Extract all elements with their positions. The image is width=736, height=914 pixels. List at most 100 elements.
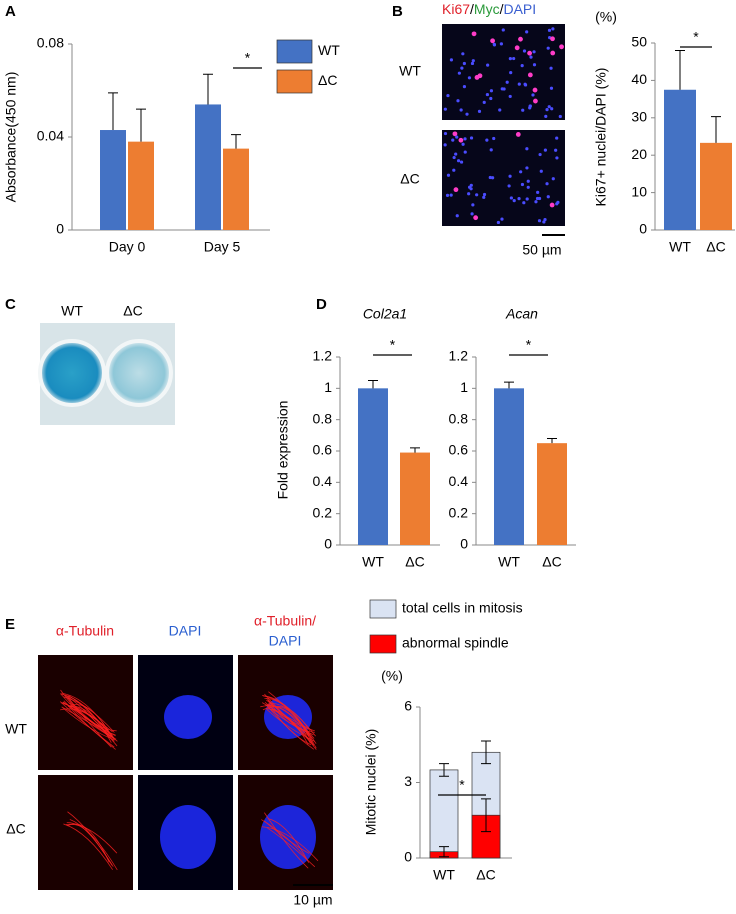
nucleus	[492, 136, 496, 141]
y-tick-label: 10	[631, 183, 647, 199]
nucleus	[446, 173, 451, 177]
nucleus	[555, 156, 559, 160]
nucleus	[482, 192, 487, 197]
nucleus	[489, 148, 493, 152]
legend-label: ΔC	[318, 72, 337, 88]
spindle	[61, 692, 114, 738]
column-label: α-Tubulin/	[254, 613, 316, 629]
dapi	[160, 805, 216, 869]
nucleus	[454, 152, 458, 156]
nucleus	[549, 66, 553, 70]
nucleus	[482, 100, 486, 104]
nucleus	[550, 36, 555, 42]
y-tick-label: 1.2	[449, 348, 469, 364]
nucleus	[460, 66, 464, 70]
column-label: ΔC	[123, 303, 142, 319]
spindle	[68, 695, 110, 735]
nucleus	[498, 108, 502, 112]
nucleus	[531, 93, 535, 97]
nucleus	[508, 57, 512, 61]
nucleus	[555, 136, 559, 140]
bar	[494, 388, 524, 545]
spindle	[266, 827, 316, 868]
bar	[537, 443, 567, 545]
nucleus	[471, 31, 477, 37]
scale-label: 10 µm	[293, 892, 332, 908]
y-tick-label: 0.6	[449, 442, 469, 458]
nucleus	[456, 159, 461, 163]
y-tick-label: 0	[324, 536, 332, 552]
nucleus	[526, 185, 530, 189]
legend-swatch	[369, 599, 397, 619]
nucleus	[537, 219, 542, 223]
bar	[358, 388, 388, 545]
error-bar	[439, 846, 449, 858]
legend-swatch	[276, 39, 313, 64]
nucleus	[518, 36, 523, 42]
bar	[664, 89, 696, 230]
spindle	[261, 819, 309, 862]
dish	[105, 339, 173, 407]
nucleus	[525, 147, 529, 151]
nucleus	[529, 55, 533, 59]
nucleus	[550, 50, 556, 56]
nucleus	[532, 50, 536, 54]
nucleus	[491, 176, 495, 180]
spindle	[267, 705, 311, 731]
nucleus	[500, 217, 504, 221]
error-bar	[547, 437, 557, 444]
nucleus	[488, 175, 492, 180]
y-tick-label: 0.2	[449, 504, 469, 520]
nucleus	[461, 52, 465, 56]
bar	[223, 148, 249, 230]
legend-label: abnormal spindle	[402, 635, 509, 651]
y-tick-label: 0.6	[313, 442, 333, 458]
nucleus	[500, 87, 504, 91]
spindle	[268, 818, 310, 863]
stain: DAPI	[503, 1, 536, 17]
nucleus	[545, 182, 549, 186]
chart-title: Acan	[505, 306, 538, 322]
nucleus	[545, 108, 549, 112]
x-tick-label: ΔC	[706, 239, 725, 255]
unit-label: (%)	[595, 9, 617, 25]
micrograph	[442, 130, 565, 226]
nucleus	[549, 86, 554, 90]
nucleus	[521, 108, 525, 112]
y-tick-label: 30	[631, 109, 647, 125]
nucleus	[470, 61, 475, 66]
nucleus	[463, 137, 467, 141]
column-label: DAPI	[169, 623, 202, 639]
legend-label: total cells in mitosis	[402, 600, 523, 616]
error-bar	[368, 380, 378, 389]
legend-swatch	[369, 634, 397, 654]
nucleus	[461, 142, 465, 146]
spindle	[266, 703, 317, 749]
nucleus	[525, 166, 529, 170]
nucleus	[465, 112, 469, 116]
spindle	[66, 822, 118, 871]
nucleus	[469, 183, 473, 187]
y-tick-label: 0.4	[449, 473, 469, 489]
scale-label: 50 µm	[522, 242, 561, 258]
dish	[38, 339, 106, 407]
error-bar	[136, 108, 146, 142]
micrographs	[38, 655, 333, 890]
nucleus	[532, 63, 537, 67]
nucleus	[538, 152, 542, 157]
nucleus	[443, 143, 447, 147]
bar	[400, 452, 430, 545]
nucleus	[522, 201, 526, 205]
y-tick-label: 3	[404, 773, 412, 789]
column-label: DAPI	[269, 633, 302, 649]
nucleus	[508, 94, 512, 99]
y-tick-label: 1	[460, 379, 468, 395]
y-tick-label: 0	[639, 221, 647, 237]
y-axis-label: Absorbance(450 nm)	[3, 72, 19, 203]
nucleus	[449, 58, 454, 62]
x-tick-label: Day 0	[109, 239, 146, 255]
nucleus	[546, 46, 550, 50]
nucleus	[445, 193, 450, 197]
x-tick-label: WT	[362, 554, 384, 570]
panel-label: C	[5, 296, 16, 313]
